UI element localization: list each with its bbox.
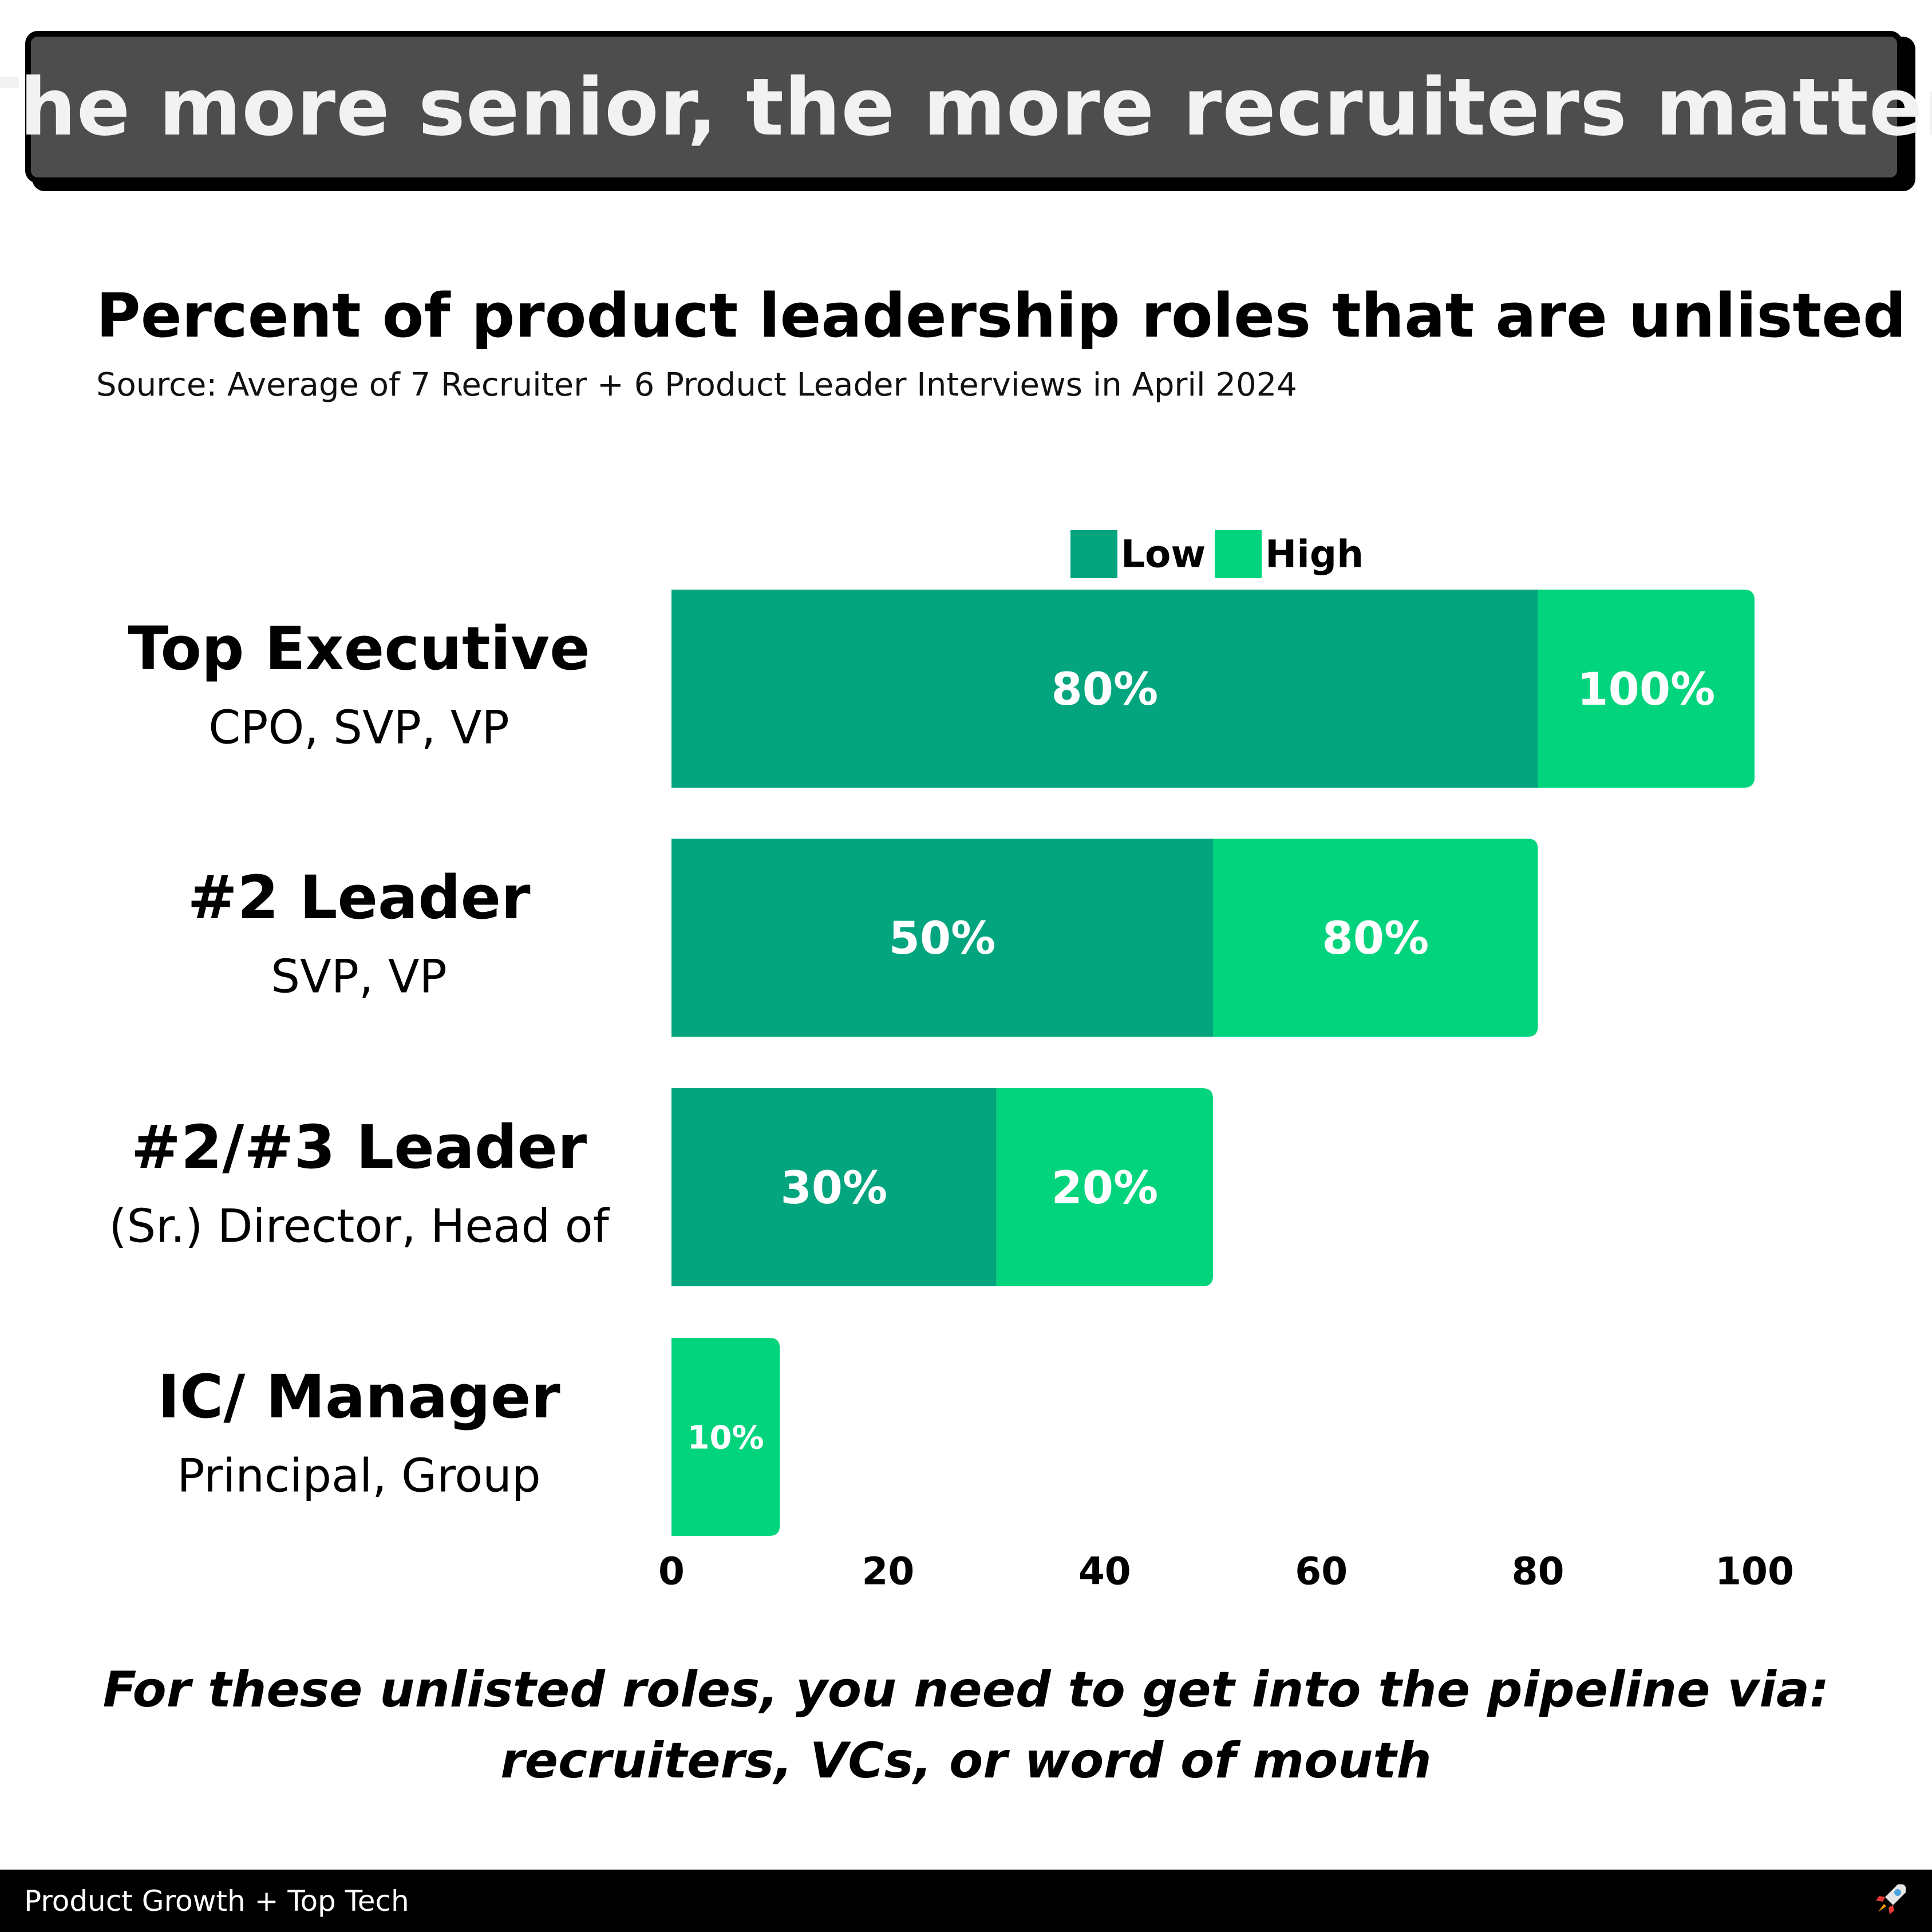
legend-label-high: High xyxy=(1265,532,1364,576)
x-tick-label: 40 xyxy=(1078,1550,1131,1594)
bar-high xyxy=(671,1338,780,1536)
bar-value-label: 20% xyxy=(1051,1163,1158,1214)
bar-value-label: 10% xyxy=(688,1420,764,1457)
bar-high xyxy=(1213,839,1538,1037)
legend-label-low: Low xyxy=(1121,532,1206,576)
x-tick-label: 0 xyxy=(658,1550,685,1594)
legend-swatch-high xyxy=(1215,530,1262,578)
bar-low xyxy=(671,590,1538,788)
title-banner: The more senior, the more recruiters mat… xyxy=(0,31,1932,183)
category-title: #2 Leader xyxy=(188,863,531,933)
x-tick-label: 60 xyxy=(1295,1550,1348,1594)
bar-value-label: 80% xyxy=(1051,664,1158,716)
chart-source: Source: Average of 7 Recruiter + 6 Produ… xyxy=(96,366,1297,404)
bar-high xyxy=(996,1088,1213,1286)
page-title: The more senior, the more recruiters mat… xyxy=(0,61,1932,153)
takeaway-line-1: For these unlisted roles, you need to ge… xyxy=(102,1661,1830,1718)
x-tick-label: 80 xyxy=(1512,1550,1564,1594)
legend-swatch-low xyxy=(1070,530,1117,578)
category-subtitle: (Sr.) Director, Head of xyxy=(109,1200,610,1253)
bar-value-label: 100% xyxy=(1577,664,1715,716)
footer-bar: Product Growth + Top Tech xyxy=(0,1870,1932,1932)
category-title: #2/#3 Leader xyxy=(131,1112,587,1182)
rocket-icon xyxy=(1876,1884,1906,1914)
bar-low xyxy=(671,839,1213,1037)
x-tick-label: 100 xyxy=(1715,1550,1794,1594)
bar-value-label: 80% xyxy=(1322,913,1429,965)
bar-low xyxy=(671,1088,997,1286)
category-title: IC/ Manager xyxy=(157,1362,560,1432)
bar-value-label: 50% xyxy=(889,913,996,965)
chart-title: Percent of product leadership roles that… xyxy=(96,280,1906,351)
x-tick-label: 20 xyxy=(862,1550,914,1594)
bar-value-label: 30% xyxy=(780,1163,887,1214)
takeaway-line-2: recruiters, VCs, or word of mouth xyxy=(500,1732,1432,1789)
category-subtitle: CPO, SVP, VP xyxy=(208,701,509,754)
bar-high xyxy=(1538,590,1755,788)
category-subtitle: SVP, VP xyxy=(271,950,447,1003)
takeaway-note: For these unlisted roles, you need to ge… xyxy=(0,1654,1932,1796)
category-title: Top Executive xyxy=(128,614,590,683)
category-subtitle: Principal, Group xyxy=(177,1449,540,1503)
brand-label: Product Growth + Top Tech xyxy=(24,1884,409,1918)
bar-chart: Low High Top Executive CPO, SVP, VP #2 Leade… xyxy=(109,530,1794,1594)
